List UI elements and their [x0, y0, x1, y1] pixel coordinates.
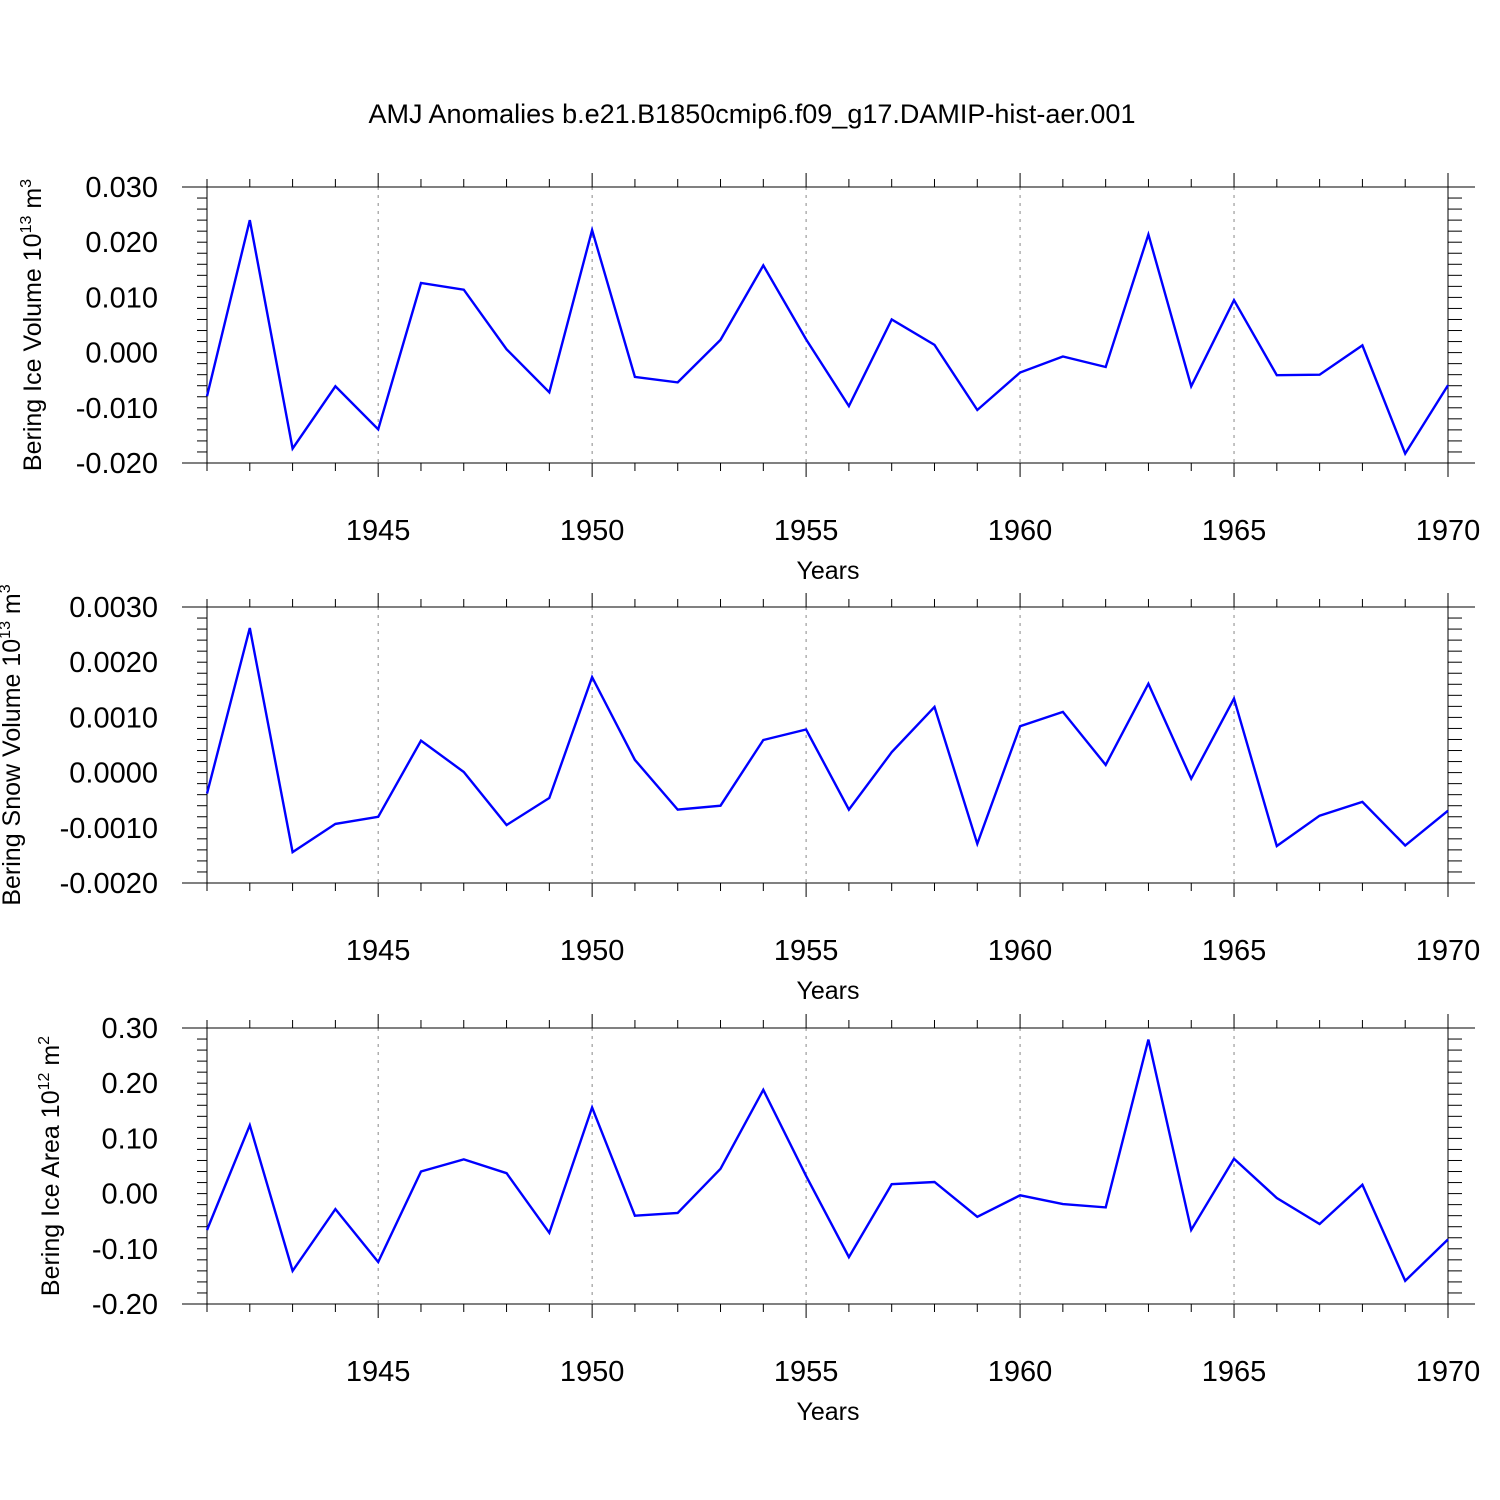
x-tick-label: 1955: [774, 1356, 839, 1388]
y-axis-label-exponent: 13: [0, 621, 14, 639]
x-axis-label: Years: [796, 1398, 859, 1426]
y-tick-label: 0.0010: [69, 702, 158, 734]
y-tick-label: 0.20: [102, 1068, 158, 1100]
y-axis-label: Bering Ice Volume 1013 m3: [18, 179, 47, 471]
y-tick-label: 0.010: [85, 282, 158, 314]
x-tick-label: 1945: [346, 515, 411, 547]
y-tick-label: 0.0020: [69, 647, 158, 679]
y-tick-label: 0.030: [85, 172, 158, 204]
x-tick-label: 1960: [988, 1356, 1053, 1388]
y-axis-label: Bering Ice Area 1012 m2: [36, 1036, 65, 1296]
y-tick-label: -0.0020: [60, 868, 158, 900]
y-axis-label-unit: m: [0, 593, 26, 621]
y-axis-label-unit-exponent: 3: [18, 179, 35, 188]
y-tick-label: 0.00: [102, 1179, 158, 1211]
y-tick-label: -0.10: [92, 1234, 158, 1266]
y-axis-label-text: Bering Ice Volume 10: [19, 233, 47, 471]
x-tick-label: 1950: [560, 1356, 625, 1388]
y-tick-label: -0.0010: [60, 813, 158, 845]
y-tick-label: 0.000: [85, 338, 158, 370]
x-tick-label: 1970: [1416, 935, 1481, 967]
y-tick-label: 0.020: [85, 227, 158, 259]
x-tick-label: 1955: [774, 515, 839, 547]
y-tick-label: 0.30: [102, 1013, 158, 1045]
y-axis-label: Bering Snow Volume 1013 m3: [0, 584, 26, 905]
panel-2: -0.0020 -0.0010 0.0000 0.0010 0.0020 0.0030 19…: [0, 584, 1480, 1005]
panel-1: -0.020 -0.010 0.000 0.010 0.020 0.030 1945 1950…: [18, 172, 1480, 585]
x-axis-label: Years: [796, 557, 859, 585]
y-tick-label: -0.20: [92, 1289, 158, 1321]
y-tick-label: -0.010: [76, 393, 158, 425]
y-axis-label-exponent: 13: [18, 216, 35, 234]
x-tick-label: 1945: [346, 935, 411, 967]
y-axis-label-text: Bering Ice Area 10: [37, 1090, 65, 1296]
x-tick-label: 1965: [1202, 935, 1267, 967]
y-axis-label-unit: m: [19, 188, 47, 216]
x-tick-label: 1970: [1416, 1356, 1481, 1388]
series-line: [205, 219, 1450, 457]
series-line: [205, 627, 1449, 855]
x-tick-label: 1965: [1202, 1356, 1267, 1388]
x-tick-label: 1965: [1202, 515, 1267, 547]
x-tick-label: 1945: [346, 1356, 411, 1388]
y-axis-label-exponent: 12: [36, 1072, 53, 1090]
x-tick-label: 1960: [988, 935, 1053, 967]
x-tick-label: 1950: [560, 935, 625, 967]
x-tick-label: 1950: [560, 515, 625, 547]
x-tick-label: 1955: [774, 935, 839, 967]
x-tick-label: 1960: [988, 515, 1053, 547]
y-tick-label: 0.0000: [69, 758, 158, 790]
chart-title: AMJ Anomalies b.e21.B1850cmip6.f09_g17.D…: [369, 99, 1136, 129]
panel-3: -0.20 -0.10 0.00 0.10 0.20 0.30 1945 1950 1955 19…: [36, 1013, 1480, 1426]
y-tick-label: 0.10: [102, 1123, 158, 1155]
panels: -0.020 -0.010 0.000 0.010 0.020 0.030 1945 1950…: [0, 172, 1480, 1426]
x-tick-label: 1970: [1416, 515, 1481, 547]
y-axis-label-unit-exponent: 3: [0, 584, 14, 593]
y-axis-label-unit: m: [37, 1045, 65, 1073]
x-axis-label: Years: [796, 977, 859, 1005]
y-tick-label: 0.0030: [69, 592, 158, 624]
y-tick-label: -0.020: [76, 448, 158, 480]
series-line: [205, 1039, 1449, 1283]
y-axis-label-unit-exponent: 2: [36, 1036, 53, 1045]
y-axis-label-text: Bering Snow Volume 10: [0, 639, 26, 906]
